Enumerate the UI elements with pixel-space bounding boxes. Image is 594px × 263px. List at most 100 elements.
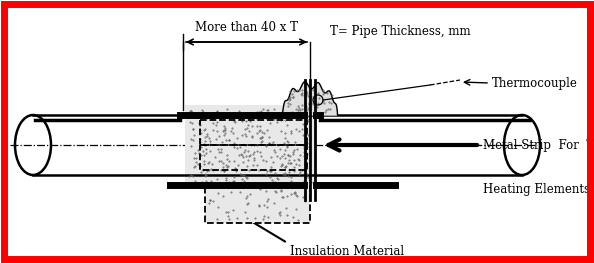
Point [258,158,267,162]
Point [208,162,217,166]
Point [285,102,295,106]
Point [288,215,298,219]
Point [278,172,287,176]
Point [195,140,204,145]
Point [252,110,262,114]
Point [212,110,222,114]
Point [222,178,231,182]
Point [304,119,313,123]
Point [263,128,272,132]
Point [198,115,207,119]
Point [268,180,278,184]
Point [242,134,251,138]
Point [268,140,277,144]
Point [230,145,239,149]
Point [242,164,251,168]
Point [292,147,301,151]
Point [283,139,292,144]
Point [262,169,271,173]
Point [228,208,238,212]
Point [231,167,241,171]
Point [208,117,218,121]
Point [301,167,311,171]
Point [237,117,247,121]
Point [280,118,289,122]
Point [211,123,221,127]
Point [256,136,266,141]
Point [267,165,276,169]
Point [280,148,290,153]
Point [261,144,270,148]
Point [289,165,298,169]
Point [295,108,305,112]
Point [207,179,216,183]
Point [188,127,197,131]
Point [208,199,218,203]
Point [326,101,336,105]
Point [290,191,299,195]
Point [224,159,233,163]
Point [274,111,284,115]
Point [197,108,206,112]
Point [277,154,287,158]
Point [275,210,285,214]
Point [222,157,232,161]
Point [261,158,271,163]
Point [196,153,206,157]
Point [211,137,221,141]
Point [279,151,289,156]
Point [242,202,252,206]
Point [264,141,273,145]
Point [247,133,257,138]
Point [212,120,222,124]
Point [282,139,292,143]
Point [211,115,221,119]
Point [229,112,238,117]
Point [204,168,213,172]
Point [277,195,286,200]
Point [291,193,301,197]
Point [324,100,334,104]
Point [240,148,249,153]
Point [242,176,252,180]
Point [294,158,304,162]
Point [270,148,279,153]
Point [231,169,241,173]
Point [243,123,252,127]
Point [241,143,250,148]
Point [276,147,285,151]
Point [252,143,261,147]
Point [252,149,261,154]
Text: Insulation Material: Insulation Material [289,245,404,258]
Point [189,138,198,143]
Point [304,101,314,105]
Point [303,175,312,179]
Point [258,135,267,139]
Point [200,162,209,166]
Point [283,161,293,165]
Point [270,117,279,122]
Point [279,107,289,111]
Point [298,115,308,119]
Point [297,93,307,97]
Point [213,147,223,151]
Point [276,164,285,168]
Point [205,142,214,146]
Point [269,201,279,205]
Point [303,114,312,118]
Point [257,140,266,144]
Point [226,190,236,194]
Point [194,151,204,155]
Point [213,217,222,221]
Point [261,189,270,193]
Point [189,174,198,179]
Point [255,124,265,128]
Point [299,150,309,155]
Point [257,109,266,113]
Text: More than 40 x T: More than 40 x T [195,21,298,34]
Point [249,216,259,221]
Point [322,91,331,95]
Point [198,149,208,154]
Point [293,194,302,198]
Point [255,149,265,154]
